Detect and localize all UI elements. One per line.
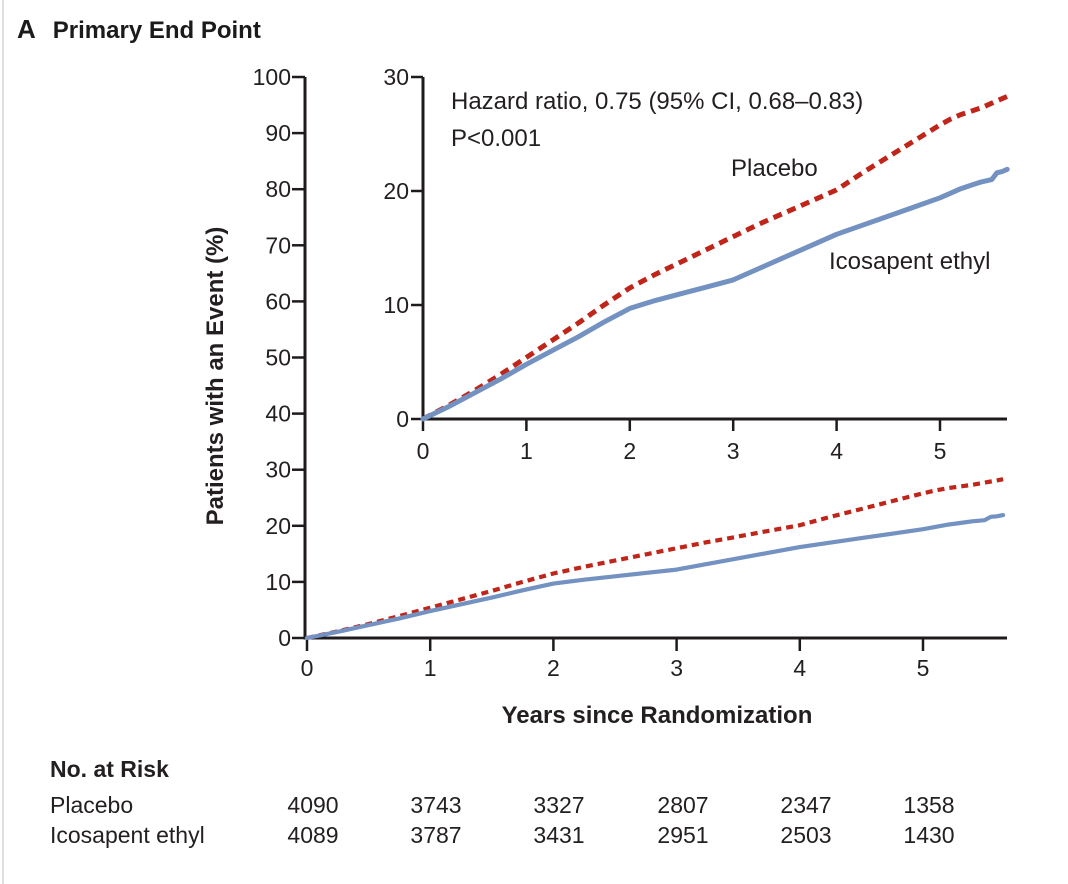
risk-value: 2807	[657, 792, 709, 818]
main-y-tick-label: 0	[278, 625, 291, 651]
risk-row-label-placebo: Placebo	[50, 792, 134, 818]
inset-x-tick-label: 4	[830, 438, 843, 464]
main-x-tick-label: 1	[424, 655, 437, 681]
main-y-tick-label: 90	[265, 120, 291, 146]
risk-value: 1358	[903, 792, 955, 818]
p-value-text: P<0.001	[451, 125, 542, 152]
risk-value: 2347	[780, 792, 832, 818]
main-x-tick-label: 5	[917, 655, 930, 681]
inset-x-tick-label: 2	[623, 438, 636, 464]
icosapent-curve-inset	[420, 166, 1010, 422]
main-y-tick-label: 20	[265, 513, 291, 539]
main-x-tick-label: 4	[793, 655, 806, 681]
main-y-tick-label: 40	[265, 401, 291, 427]
inset-plot: 0 10 20 30 0 1 2 3 4 5	[383, 64, 1010, 464]
inset-x-tick-label: 1	[520, 438, 533, 464]
risk-value: 3327	[533, 792, 585, 818]
inset-y-tick-label: 0	[396, 406, 409, 432]
risk-value: 4090	[287, 792, 339, 818]
risk-value: 4089	[287, 822, 339, 848]
inset-x-tick-label: 3	[727, 438, 740, 464]
main-x-tick-label: 3	[670, 655, 683, 681]
risk-value: 3787	[410, 822, 462, 848]
risk-row-label-icosapent: Icosapent ethyl	[50, 822, 205, 848]
risk-value: 2503	[780, 822, 832, 848]
placebo-curve-main	[306, 477, 1004, 641]
inset-x-tick-label: 5	[934, 438, 947, 464]
inset-x-tick-label: 0	[417, 438, 430, 464]
panel-header: A Primary End Point	[17, 14, 261, 45]
main-y-tick-label: 60	[265, 288, 291, 314]
main-y-tick-label: 50	[265, 345, 291, 371]
icosapent-series-label: Icosapent ethyl	[829, 248, 991, 275]
inset-y-tick-label: 20	[383, 178, 409, 204]
main-y-tick-label: 100	[253, 64, 291, 90]
main-y-tick-label: 70	[265, 232, 291, 258]
main-x-tick-label: 2	[547, 655, 560, 681]
hazard-ratio-annotation: Hazard ratio, 0.75 (95% CI, 0.68–0.83) P…	[451, 83, 863, 157]
left-edge-line	[2, 0, 4, 884]
main-y-tick-label: 30	[265, 457, 291, 483]
main-x-tick-label: 0	[301, 655, 314, 681]
risk-value: 1430	[903, 822, 955, 848]
risk-table-header: No. at Risk	[50, 756, 169, 782]
x-axis-label: Years since Randomization	[501, 702, 813, 729]
placebo-curve-inset	[421, 94, 1009, 422]
risk-value: 3431	[533, 822, 585, 848]
risk-value: 3743	[410, 792, 462, 818]
main-y-tick-label: 80	[265, 176, 291, 202]
icosapent-curve-main	[304, 513, 1006, 641]
panel-title: Primary End Point	[52, 17, 261, 44]
hazard-ratio-text: Hazard ratio, 0.75 (95% CI, 0.68–0.83)	[451, 88, 864, 115]
inset-y-tick-label: 30	[383, 64, 409, 90]
placebo-series-label: Placebo	[731, 155, 818, 182]
inset-y-tick-label: 10	[383, 292, 409, 318]
main-y-tick-label: 10	[265, 569, 291, 595]
panel-letter: A	[17, 14, 36, 44]
risk-value: 2951	[657, 822, 709, 848]
